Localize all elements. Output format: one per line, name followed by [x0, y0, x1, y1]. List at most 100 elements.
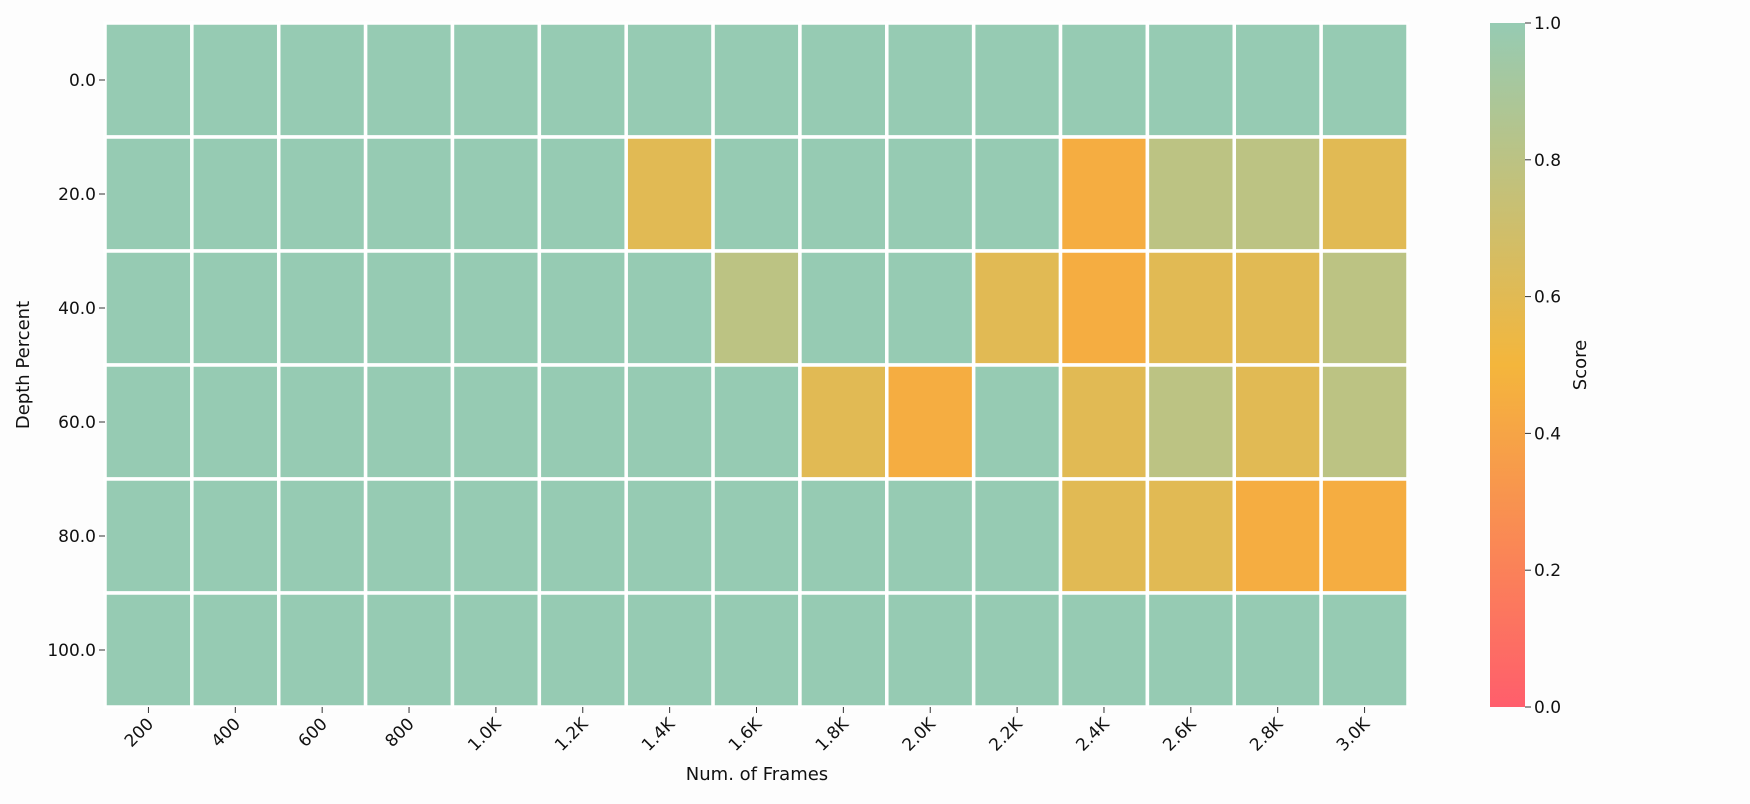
- heatmap-cell: [798, 135, 889, 253]
- heatmap-cell: [1058, 591, 1150, 709]
- heatmap-cell: [276, 21, 368, 139]
- heatmap-cell: [624, 249, 715, 367]
- heatmap-cell: [190, 591, 281, 709]
- heatmap-cell: [103, 591, 194, 709]
- heatmap-cell: [885, 135, 976, 253]
- colorbar-label: Score: [1570, 340, 1591, 390]
- heatmap-cell: [537, 477, 628, 595]
- heatmap-cell: [1319, 363, 1410, 481]
- y-tick-label: 80.0: [58, 527, 96, 547]
- heatmap-cell: [711, 477, 802, 595]
- x-tick-label: 200: [121, 714, 158, 751]
- heatmap-cell: [1319, 477, 1410, 595]
- heatmap-cell: [711, 135, 802, 253]
- heatmap-cell: [190, 249, 281, 367]
- heatmap-cell: [103, 249, 194, 367]
- heatmap-cell: [103, 477, 194, 595]
- y-tick-label: 0.0: [69, 71, 96, 91]
- colorbar-gradient: [1490, 23, 1525, 707]
- heatmap-cell: [885, 249, 976, 367]
- heatmap-cell: [711, 249, 802, 367]
- heatmap-cell: [1319, 21, 1410, 139]
- heatmap-cell: [1145, 477, 1237, 595]
- colorbar-tick-label: 0.0: [1534, 698, 1561, 718]
- heatmap-cell: [276, 477, 368, 595]
- heatmap-cell: [363, 363, 455, 481]
- heatmap-cell: [537, 591, 628, 709]
- heatmap-cell: [1058, 21, 1150, 139]
- y-axis-label: Depth Percent: [13, 301, 34, 429]
- heatmap-cell: [450, 477, 542, 595]
- heatmap-cell: [103, 363, 194, 481]
- heatmap-cell: [363, 21, 455, 139]
- heatmap-cell: [798, 249, 889, 367]
- colorbar-tick-label: 1.0: [1534, 14, 1561, 34]
- heatmap-cell: [971, 249, 1063, 367]
- heatmap-cell: [363, 477, 455, 595]
- colorbar-tick-label: 0.8: [1534, 151, 1561, 171]
- heatmap-cell: [450, 591, 542, 709]
- x-tick-label: 3.0K: [1333, 714, 1375, 756]
- heatmap-cell: [190, 135, 281, 253]
- heatmap-cell: [276, 249, 368, 367]
- heatmap-cell: [103, 21, 194, 139]
- x-tick-label: 1.4K: [638, 714, 680, 756]
- heatmap-cell: [363, 135, 455, 253]
- heatmap-cell: [885, 477, 976, 595]
- x-tick-label: 2.2K: [985, 714, 1027, 756]
- heatmap-cell: [711, 591, 802, 709]
- heatmap-cell: [1145, 363, 1237, 481]
- heatmap-cell: [190, 21, 281, 139]
- heatmap-cell: [885, 363, 976, 481]
- heatmap-cell: [1232, 135, 1323, 253]
- heatmap-cell: [363, 591, 455, 709]
- heatmap-cell: [885, 21, 976, 139]
- y-tick-label: 20.0: [58, 185, 96, 205]
- y-tick-label: 40.0: [58, 299, 96, 319]
- heatmap-cell: [1058, 135, 1150, 253]
- x-tick-label: 1.8K: [812, 714, 854, 756]
- heatmap-cell: [798, 21, 889, 139]
- heatmap-cell: [1232, 363, 1323, 481]
- colorbar: 0.0 0.2 0.4 0.6 0.8 1.0 Score: [1490, 14, 1591, 718]
- heatmap-cell: [276, 135, 368, 253]
- colorbar-tick-label: 0.6: [1534, 288, 1561, 308]
- heatmap-cell: [971, 135, 1063, 253]
- heatmap-cell: [624, 363, 715, 481]
- heatmap-cell: [450, 249, 542, 367]
- colorbar-ticks: 0.0 0.2 0.4 0.6 0.8 1.0: [1525, 14, 1561, 718]
- heatmap-cell: [537, 363, 628, 481]
- heatmap-cell: [537, 135, 628, 253]
- heatmap-cell: [624, 21, 715, 139]
- heatmap-cell: [798, 477, 889, 595]
- heatmap-cell: [971, 21, 1063, 139]
- y-tick-label: 60.0: [58, 413, 96, 433]
- heatmap-cell: [1319, 135, 1410, 253]
- heatmap-cell: [537, 21, 628, 139]
- heatmap-cell: [971, 363, 1063, 481]
- heatmap-cell: [798, 591, 889, 709]
- heatmap-cell: [1232, 591, 1323, 709]
- heatmap-cell: [363, 249, 455, 367]
- x-tick-label: 600: [295, 714, 332, 751]
- heatmap-cell: [711, 363, 802, 481]
- x-tick-label: 2.8K: [1246, 714, 1288, 756]
- heatmap-cell: [1145, 21, 1237, 139]
- heatmap-cell: [1058, 249, 1150, 367]
- heatmap-cell: [1145, 591, 1237, 709]
- heatmap-cell: [103, 135, 194, 253]
- heatmap-cell: [1058, 363, 1150, 481]
- heatmap-cell: [190, 363, 281, 481]
- heatmap-cell: [1058, 477, 1150, 595]
- heatmap-cell: [624, 135, 715, 253]
- heatmap-cell: [190, 477, 281, 595]
- x-axis-label: Num. of Frames: [686, 764, 828, 785]
- heatmap-cell: [1145, 135, 1237, 253]
- heatmap-cell: [1145, 249, 1237, 367]
- heatmap-cell: [798, 363, 889, 481]
- x-tick-label: 1.0K: [464, 714, 506, 756]
- x-tick-label: 800: [381, 714, 418, 751]
- heatmap-cell: [1232, 477, 1323, 595]
